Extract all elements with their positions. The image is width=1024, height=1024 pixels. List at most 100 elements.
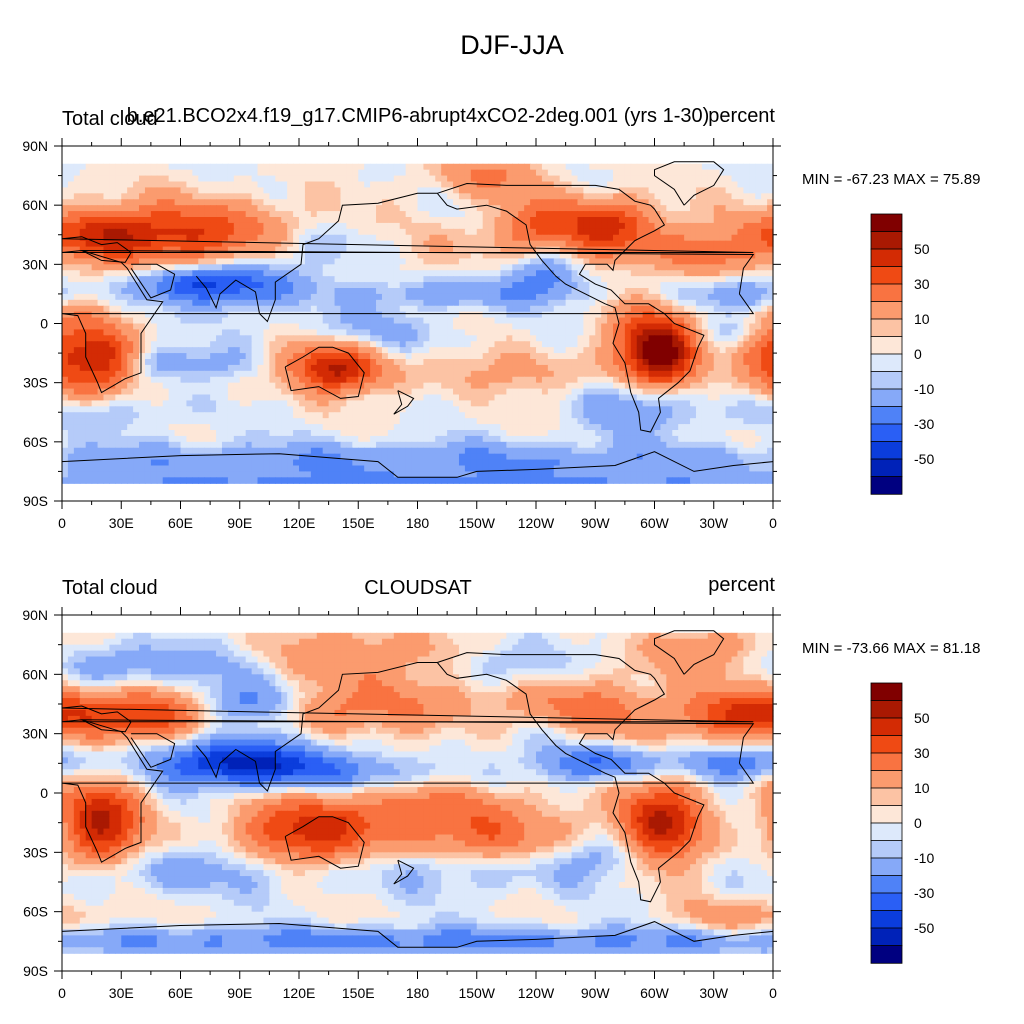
contour-cell: [252, 347, 259, 354]
contour-cell: [145, 182, 152, 189]
contour-cell: [109, 217, 116, 224]
contour-cell: [86, 300, 93, 307]
contour-cell: [340, 235, 347, 242]
contour-cell: [192, 235, 199, 242]
contour-cell: [382, 264, 389, 271]
contour-cell: [62, 276, 69, 283]
contour-cell: [435, 395, 442, 402]
contour-cell: [240, 288, 247, 295]
contour-cell: [370, 264, 377, 271]
contour-cell: [560, 324, 567, 331]
contour-cell: [127, 329, 134, 336]
contour-cell: [619, 395, 626, 402]
contour-cell: [246, 276, 253, 283]
contour-cell: [453, 377, 460, 384]
contour-cell: [583, 217, 590, 224]
contour-cell: [418, 264, 425, 271]
contour-cell: [222, 383, 229, 390]
contour-cell: [281, 335, 288, 342]
contour-cell: [749, 294, 756, 301]
contour-cell: [240, 170, 247, 177]
contour-cell: [720, 187, 727, 194]
contour-cell: [370, 193, 377, 200]
contour-cell: [175, 329, 182, 336]
contour-cell: [423, 353, 430, 360]
contour-cell: [252, 176, 259, 183]
contour-cell: [228, 306, 235, 313]
contour-cell: [483, 389, 490, 396]
contour-cell: [299, 335, 306, 342]
contour-cell: [702, 318, 709, 325]
contour-cell: [702, 306, 709, 313]
contour-cell: [732, 294, 739, 301]
contour-cell: [103, 377, 110, 384]
contour-cell: [400, 276, 407, 283]
contour-cell: [175, 170, 182, 177]
contour-cell: [258, 258, 265, 265]
contour-cell: [625, 223, 632, 230]
contour-cell: [548, 395, 555, 402]
contour-cell: [192, 306, 199, 313]
contour-cell: [92, 353, 99, 360]
contour-cell: [228, 341, 235, 348]
contour-cell: [275, 329, 282, 336]
contour-cell: [423, 294, 430, 301]
contour-cell: [376, 318, 383, 325]
contour-cell: [465, 306, 472, 313]
contour-cell: [471, 306, 478, 313]
contour-cell: [305, 324, 312, 331]
contour-cell: [696, 253, 703, 260]
contour-cell: [518, 389, 525, 396]
contour-cell: [388, 276, 395, 283]
contour-cell: [198, 235, 205, 242]
contour-cell: [121, 270, 128, 277]
contour-cell: [358, 395, 365, 402]
contour-cell: [216, 282, 223, 289]
contour-cell: [471, 395, 478, 402]
contour-cell: [755, 235, 762, 242]
contour-cell: [761, 223, 768, 230]
contour-cell: [506, 389, 513, 396]
contour-cell: [293, 288, 300, 295]
contour-cell: [115, 164, 122, 171]
contour-cell: [210, 235, 217, 242]
contour-cell: [68, 288, 75, 295]
contour-cell: [429, 276, 436, 283]
contour-cell: [240, 182, 247, 189]
contour-cell: [364, 282, 371, 289]
contour-cell: [175, 353, 182, 360]
contour-cell: [542, 182, 549, 189]
contour-cell: [234, 400, 241, 407]
contour-cell: [127, 282, 134, 289]
contour-cell: [637, 377, 644, 384]
contour-cell: [542, 329, 549, 336]
contour-cell: [672, 282, 679, 289]
contour-cell: [631, 353, 638, 360]
contour-cell: [655, 182, 662, 189]
contour-cell: [483, 365, 490, 372]
contour-cell: [583, 241, 590, 248]
contour-cell: [406, 176, 413, 183]
contour-cell: [560, 288, 567, 295]
contour-cell: [269, 211, 276, 218]
contour-cell: [216, 406, 223, 413]
contour-cell: [702, 276, 709, 283]
contour-cell: [275, 170, 282, 177]
contour-cell: [465, 341, 472, 348]
contour-cell: [151, 276, 158, 283]
contour-cell: [542, 359, 549, 366]
contour-cell: [406, 182, 413, 189]
contour-cell: [269, 264, 276, 271]
contour-cell: [737, 258, 744, 265]
contour-cell: [577, 199, 584, 206]
contour-cell: [524, 211, 531, 218]
contour-cell: [210, 371, 217, 378]
contour-cell: [210, 312, 217, 319]
contour-cell: [536, 389, 543, 396]
contour-cell: [429, 383, 436, 390]
contour-cell: [358, 294, 365, 301]
contour-cell: [388, 229, 395, 236]
contour-cell: [121, 359, 128, 366]
contour-cell: [228, 294, 235, 301]
contour-cell: [690, 300, 697, 307]
